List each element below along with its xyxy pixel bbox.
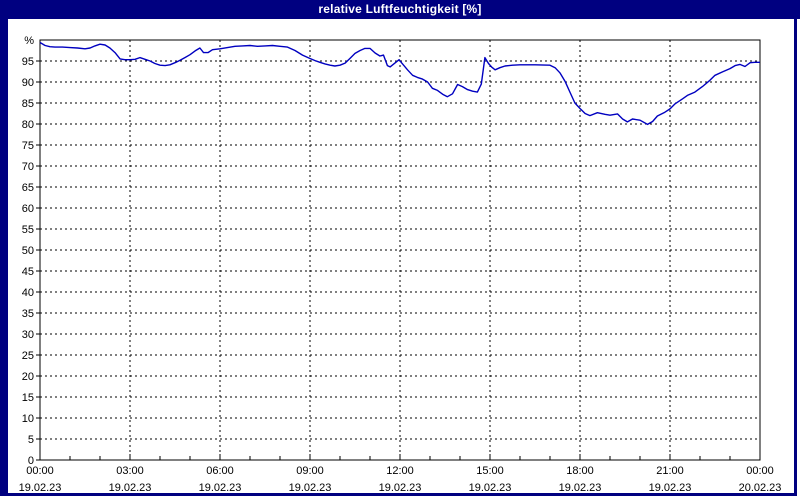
y-tick-label: 45 (22, 266, 34, 278)
y-tick-label: 20 (22, 371, 34, 383)
x-tick-date-label: 19.02.23 (469, 482, 512, 494)
x-tick-date-label: 19.02.23 (19, 482, 62, 494)
x-tick-date-label: 19.02.23 (649, 482, 692, 494)
y-tick-label: 95 (22, 56, 34, 68)
y-tick-label: 5 (28, 434, 34, 446)
y-tick-label: 65 (22, 182, 34, 194)
x-tick-time-label: 06:00 (206, 465, 234, 477)
y-tick-label: 10 (22, 413, 34, 425)
y-tick-label: 60 (22, 203, 34, 215)
title-bar: relative Luftfeuchtigkeit [%] (0, 0, 800, 19)
x-tick-time-label: 21:00 (656, 465, 684, 477)
x-tick-time-label: 00:00 (746, 465, 774, 477)
humidity-line (39, 41, 760, 126)
x-tick-date-label: 19.02.23 (289, 482, 332, 494)
x-tick-time-label: 03:00 (116, 465, 144, 477)
y-tick-label: 15 (22, 392, 34, 404)
y-tick-label: 75 (22, 140, 34, 152)
x-tick-time-label: 15:00 (476, 465, 504, 477)
y-tick-label: 70 (22, 161, 34, 173)
y-axis-unit-label: % (24, 35, 34, 47)
x-tick-date-label: 20.02.23 (739, 482, 782, 494)
y-tick-label: 90 (22, 77, 34, 89)
y-tick-label: 25 (22, 350, 34, 362)
window-border-left (0, 19, 8, 496)
x-tick-time-label: 18:00 (566, 465, 594, 477)
chart-title: relative Luftfeuchtigkeit [%] (318, 2, 482, 16)
y-tick-label: 55 (22, 224, 34, 236)
window-border-bottom (0, 493, 797, 496)
x-tick-time-label: 09:00 (296, 465, 324, 477)
x-tick-date-label: 19.02.23 (109, 482, 152, 494)
x-tick-time-label: 00:00 (26, 465, 54, 477)
x-tick-date-label: 19.02.23 (559, 482, 602, 494)
x-tick-date-label: 19.02.23 (379, 482, 422, 494)
y-tick-label: 0 (28, 455, 34, 467)
window-border-right (794, 19, 797, 496)
y-tick-label: 85 (22, 98, 34, 110)
y-tick-label: 80 (22, 119, 34, 131)
plot-frame (39, 39, 761, 461)
x-tick-time-label: 12:00 (386, 465, 414, 477)
y-tick-label: 35 (22, 308, 34, 320)
x-tick-date-label: 19.02.23 (199, 482, 242, 494)
y-tick-label: 30 (22, 329, 34, 341)
y-tick-label: 40 (22, 287, 34, 299)
y-tick-label: 50 (22, 245, 34, 257)
